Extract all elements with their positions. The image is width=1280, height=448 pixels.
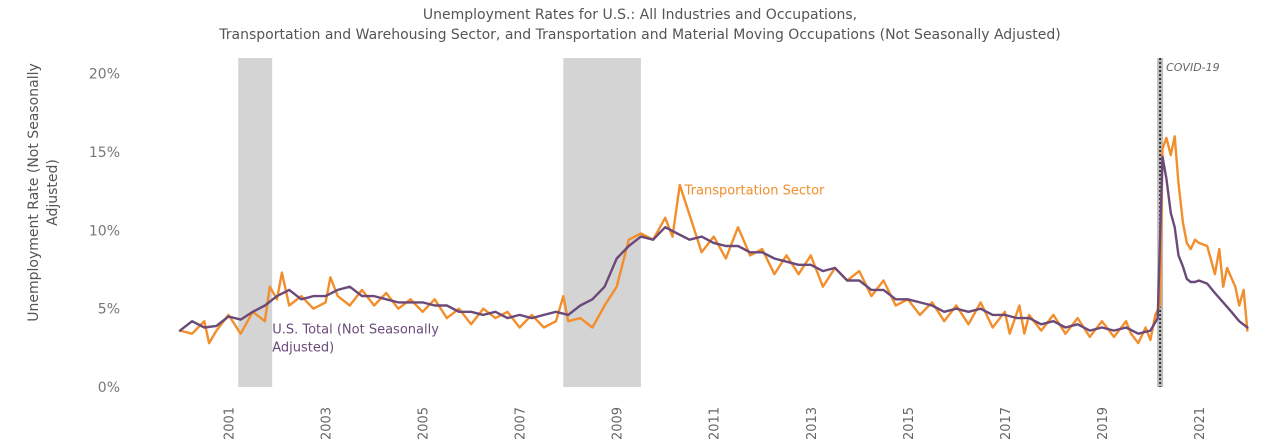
- y-axis-label-line: Unemployment Rate (Not Seasonally: [26, 63, 42, 322]
- series-line-1: [178, 155, 1249, 335]
- x-tick-label: 2007: [514, 407, 529, 440]
- y-tick-label: 10%: [89, 223, 120, 239]
- x-tick-label: 2015: [902, 407, 917, 440]
- chart-title: Unemployment Rates for U.S.: All Industr…: [218, 7, 1060, 43]
- x-tick-label: 2017: [999, 407, 1014, 440]
- series-label: Transportation Sector: [684, 183, 825, 198]
- x-tick-label: 2001: [223, 407, 238, 440]
- x-tick-label: 2021: [1193, 407, 1208, 440]
- x-tick-label: 2009: [611, 407, 626, 440]
- x-tick-label: 2013: [805, 407, 820, 440]
- x-tick-label: 2005: [417, 407, 432, 440]
- recession-bands: [238, 58, 641, 387]
- series-label: Adjusted): [272, 341, 334, 356]
- y-axis-label: Unemployment Rate (Not Seasonally Adjuste…: [26, 63, 61, 322]
- series-line-0: [178, 135, 1249, 345]
- series-labels: Transportation Sector U.S. Total (Not Sea…: [272, 183, 825, 355]
- x-tick-label: 2019: [1096, 407, 1111, 440]
- series-label: U.S. Total (Not Seasonally: [272, 323, 439, 338]
- x-axis-ticks: 2001 2003 2005 2007 2009 2011 2013 2015 2017 2019…: [223, 407, 1208, 440]
- covid-event-marker: COVID-19: [1157, 58, 1220, 387]
- series-lines: [178, 135, 1249, 345]
- y-tick-label: 15%: [89, 145, 120, 161]
- y-tick-label: 5%: [98, 302, 120, 318]
- y-tick-label: 0%: [98, 380, 120, 396]
- recession-band: [563, 58, 641, 387]
- chart-title-line: Unemployment Rates for U.S.: All Industr…: [423, 7, 857, 23]
- y-axis-ticks: 0% 5% 10% 15% 20%: [89, 67, 120, 396]
- y-tick-label: 20%: [89, 67, 120, 83]
- y-axis-label-line: Adjusted): [45, 159, 61, 226]
- recession-band: [238, 58, 273, 387]
- covid-label: COVID-19: [1166, 61, 1220, 74]
- chart-title-line: Transportation and Warehousing Sector, a…: [218, 27, 1060, 43]
- x-tick-label: 2003: [320, 407, 335, 440]
- x-tick-label: 2011: [708, 407, 723, 440]
